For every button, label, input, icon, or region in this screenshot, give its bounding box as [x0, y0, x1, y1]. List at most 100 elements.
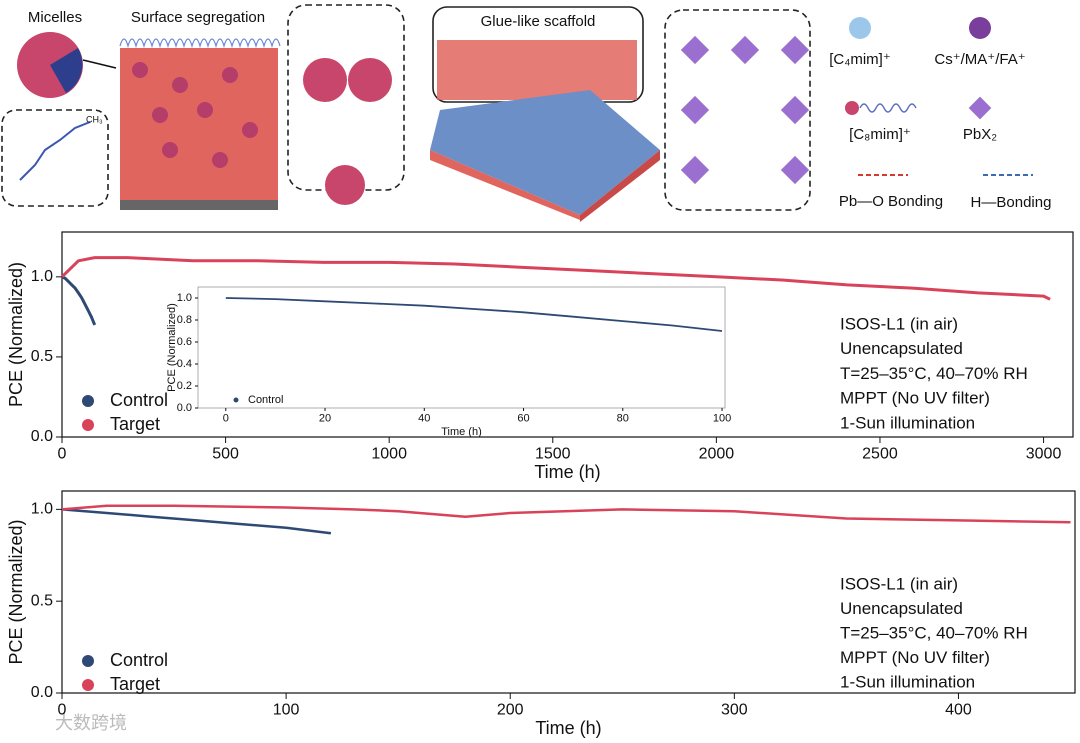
x-axis-label: Time (h): [441, 426, 482, 438]
arrow: [82, 59, 117, 69]
legend-label: H—Bonding: [971, 194, 1052, 211]
annotation: MPPT (No UV filter): [840, 648, 990, 667]
y-tick-label: 1.0: [31, 268, 53, 285]
y-tick-label: 0.4: [177, 358, 192, 370]
y-tick-label: 1.0: [177, 292, 192, 304]
legend-marker: [82, 655, 94, 667]
y-tick-label: 0.2: [177, 380, 192, 392]
label: CH₃: [86, 114, 103, 124]
y-tick-label: 0.5: [31, 592, 53, 609]
x-tick-label: 400: [945, 701, 972, 718]
device-side: [580, 150, 660, 222]
micelle: [325, 165, 365, 205]
x-tick-label: 2500: [862, 445, 898, 462]
legend-icon: [969, 17, 991, 39]
legend-marker: [82, 679, 94, 691]
series-line: [225, 297, 723, 332]
x-tick-label: 200: [497, 701, 524, 718]
micelle: [348, 58, 392, 102]
legend-label: Control: [110, 650, 168, 670]
legend-label: Cs⁺/MA⁺/FA⁺: [934, 51, 1025, 68]
legend-marker: [82, 419, 94, 431]
x-tick-label: 0: [58, 701, 67, 718]
y-axis-label: PCE (Normalized): [6, 262, 26, 407]
annotation: T=25–35°C, 40–70% RH: [840, 623, 1028, 642]
x-tick-label: 100: [273, 701, 300, 718]
zoom-box: [287, 4, 405, 191]
y-tick-label: 0.0: [31, 684, 53, 701]
plot-frame: [61, 490, 1076, 694]
legend-label: Target: [110, 674, 160, 694]
legend-icon: [849, 17, 871, 39]
series-line: [61, 508, 332, 535]
film: [437, 40, 637, 100]
x-tick-label: 300: [721, 701, 748, 718]
lattice: [680, 35, 810, 185]
legend-marker: [82, 395, 94, 407]
y-tick-label: 0.5: [31, 348, 53, 365]
zoom-box: [664, 9, 811, 211]
substrate: [120, 200, 278, 210]
x-axis-label: Time (h): [534, 462, 600, 482]
legend-label: Pb—O Bonding: [839, 193, 943, 210]
annotation: 1-Sun illumination: [840, 413, 975, 432]
legend-label: PbX₂: [963, 126, 997, 143]
x-tick-label: 0: [58, 445, 67, 462]
legend-label: Target: [110, 414, 160, 434]
x-tick-label: 60: [517, 413, 529, 425]
legend-label: Control: [248, 394, 283, 406]
schematic: Micelles CH₃ Surface segregation Glue-li…: [1, 4, 1052, 733]
annotation: ISOS-L1 (in air): [840, 574, 958, 593]
series-line: [60, 256, 1051, 301]
y-tick-label: 0.8: [177, 314, 192, 326]
y-tick-label: 0.0: [177, 402, 192, 414]
y-axis-label: PCE (Normalized): [6, 519, 26, 664]
x-tick-label: 40: [418, 413, 430, 425]
y-tick-label: 1.0: [31, 501, 53, 518]
x-tick-label: 80: [617, 413, 629, 425]
watermark: 大数跨境: [55, 713, 127, 733]
plot-frame: [197, 286, 726, 409]
legend-icon: [859, 103, 917, 113]
device-top: [430, 90, 660, 215]
y-tick-label: 0.6: [177, 336, 192, 348]
x-tick-label: 0: [223, 413, 229, 425]
series-line: [61, 504, 1071, 524]
micelles-in-film: [132, 62, 258, 168]
annotation: T=25–35°C, 40–70% RH: [840, 364, 1028, 383]
y-tick-label: 0.0: [31, 428, 53, 445]
x-tick-label: 1500: [535, 445, 571, 462]
annotation: MPPT (No UV filter): [840, 389, 990, 408]
annotation: 1-Sun illumination: [840, 672, 975, 691]
chart: 0 100 200 300 400 0.0 0.5 1.0 Time (h) PCE (Norma…: [6, 490, 1076, 738]
x-tick-label: 3000: [1026, 445, 1062, 462]
legend-marker: [233, 397, 239, 403]
micelle: [303, 58, 347, 102]
x-axis-label: Time (h): [535, 718, 601, 738]
inset-box: [1, 109, 109, 207]
chart: 0 20 40 60 80 100 0.0 0.2 0.4 0.6 0.8 1.0 Time (h) PC…: [166, 286, 731, 438]
micelle-core: [50, 48, 83, 93]
legend-label: [C₈mim]⁺: [849, 126, 911, 143]
molecule: [19, 121, 91, 181]
x-tick-label: 1000: [371, 445, 407, 462]
annotation: Unencapsulated: [840, 339, 963, 358]
label: Surface segregation: [131, 9, 265, 26]
annotation: ISOS-L1 (in air): [840, 314, 958, 333]
x-tick-label: 20: [319, 413, 331, 425]
x-tick-label: 100: [713, 413, 731, 425]
y-axis-label: PCE (Normalized): [166, 303, 178, 392]
legend-icon: [968, 96, 992, 120]
annotation: Unencapsulated: [840, 599, 963, 618]
x-tick-label: 500: [212, 445, 239, 462]
legend-icon: [845, 101, 859, 115]
chains: [119, 38, 281, 49]
x-tick-label: 2000: [699, 445, 735, 462]
device-side: [430, 150, 580, 220]
legend-label: [C₄mim]⁺: [829, 51, 891, 68]
series-line: [61, 275, 97, 326]
legend-label: Control: [110, 390, 168, 410]
label: Micelles: [28, 9, 82, 26]
label: Glue-like scaffold: [481, 13, 596, 30]
